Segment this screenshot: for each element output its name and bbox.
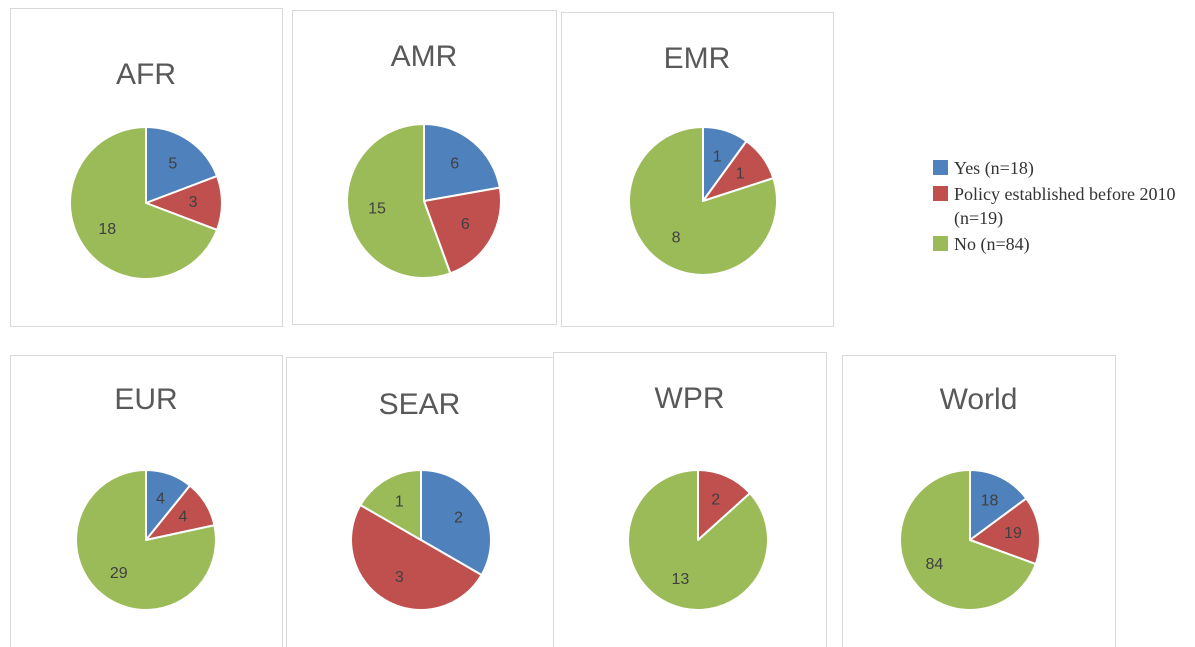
legend-item: Yes (n=18) — [933, 156, 1195, 180]
chart-title: AMR — [391, 40, 458, 73]
data-label: 15 — [368, 201, 386, 218]
pie-chart: EMR 11 8 — [561, 12, 834, 327]
data-label: 19 — [1004, 525, 1022, 542]
pie-slice — [350, 504, 483, 611]
data-label: 1 — [736, 165, 745, 182]
data-label: 18 — [981, 492, 999, 509]
pie-slice — [359, 469, 422, 541]
chart-title: World — [940, 383, 1018, 416]
pie-chart: EUR 44 29 — [10, 355, 283, 647]
data-label: 13 — [671, 571, 689, 588]
chart-title: WPR — [655, 382, 725, 415]
pie-slice — [969, 469, 1028, 541]
pie-slice — [899, 469, 1037, 611]
data-label: 4 — [179, 508, 188, 525]
data-label: 2 — [454, 510, 463, 527]
pie-slice — [628, 126, 778, 276]
data-label: 2 — [711, 492, 720, 509]
data-label: 3 — [189, 194, 198, 211]
legend-swatch — [933, 236, 948, 251]
pie-slice — [145, 126, 219, 204]
data-label: 84 — [926, 556, 944, 573]
pie-chart: SEAR 2 3 1 — [286, 357, 554, 647]
data-label: 8 — [672, 229, 681, 246]
data-label: 4 — [156, 490, 165, 507]
chart-title: EUR — [114, 383, 177, 416]
chart-title: SEAR — [379, 388, 461, 421]
pie-slice — [969, 497, 1041, 566]
pie-chart: AMR 6 6 15 — [292, 10, 557, 325]
legend-swatch — [933, 186, 948, 201]
pie-slice — [75, 469, 217, 611]
legend-label: No (n=84) — [954, 234, 1030, 254]
pie-slice — [697, 469, 752, 541]
legend-swatch — [933, 160, 948, 175]
pie-chart: WPR 2 13 — [553, 352, 827, 647]
data-label: 6 — [461, 216, 470, 233]
legend-label: Yes (n=18) — [954, 158, 1034, 178]
chart-title: EMR — [664, 42, 731, 75]
data-label: 29 — [110, 565, 128, 582]
pie-chart: World 18 19 84 — [842, 355, 1116, 647]
pie-slice — [423, 123, 501, 202]
legend-item: Policy established before 2010 (n=19) — [933, 182, 1195, 230]
data-label: 5 — [168, 155, 177, 172]
data-label: 6 — [450, 156, 459, 173]
legend-label: Policy established before 2010 (n=19) — [954, 184, 1176, 228]
pie-slice — [420, 469, 492, 576]
legend-item: No (n=84) — [933, 232, 1195, 256]
data-label: 1 — [395, 494, 404, 511]
data-label: 1 — [713, 149, 722, 166]
data-label: 3 — [395, 569, 404, 586]
pie-chart: AFR 5 3 18 — [10, 8, 283, 327]
data-label: 18 — [98, 221, 116, 238]
pie-slice — [627, 469, 769, 611]
pie-slice — [346, 123, 452, 279]
pie-slice — [69, 126, 219, 280]
legend: Yes (n=18) Policy established before 2010… — [933, 156, 1195, 258]
chart-title: AFR — [116, 58, 176, 91]
